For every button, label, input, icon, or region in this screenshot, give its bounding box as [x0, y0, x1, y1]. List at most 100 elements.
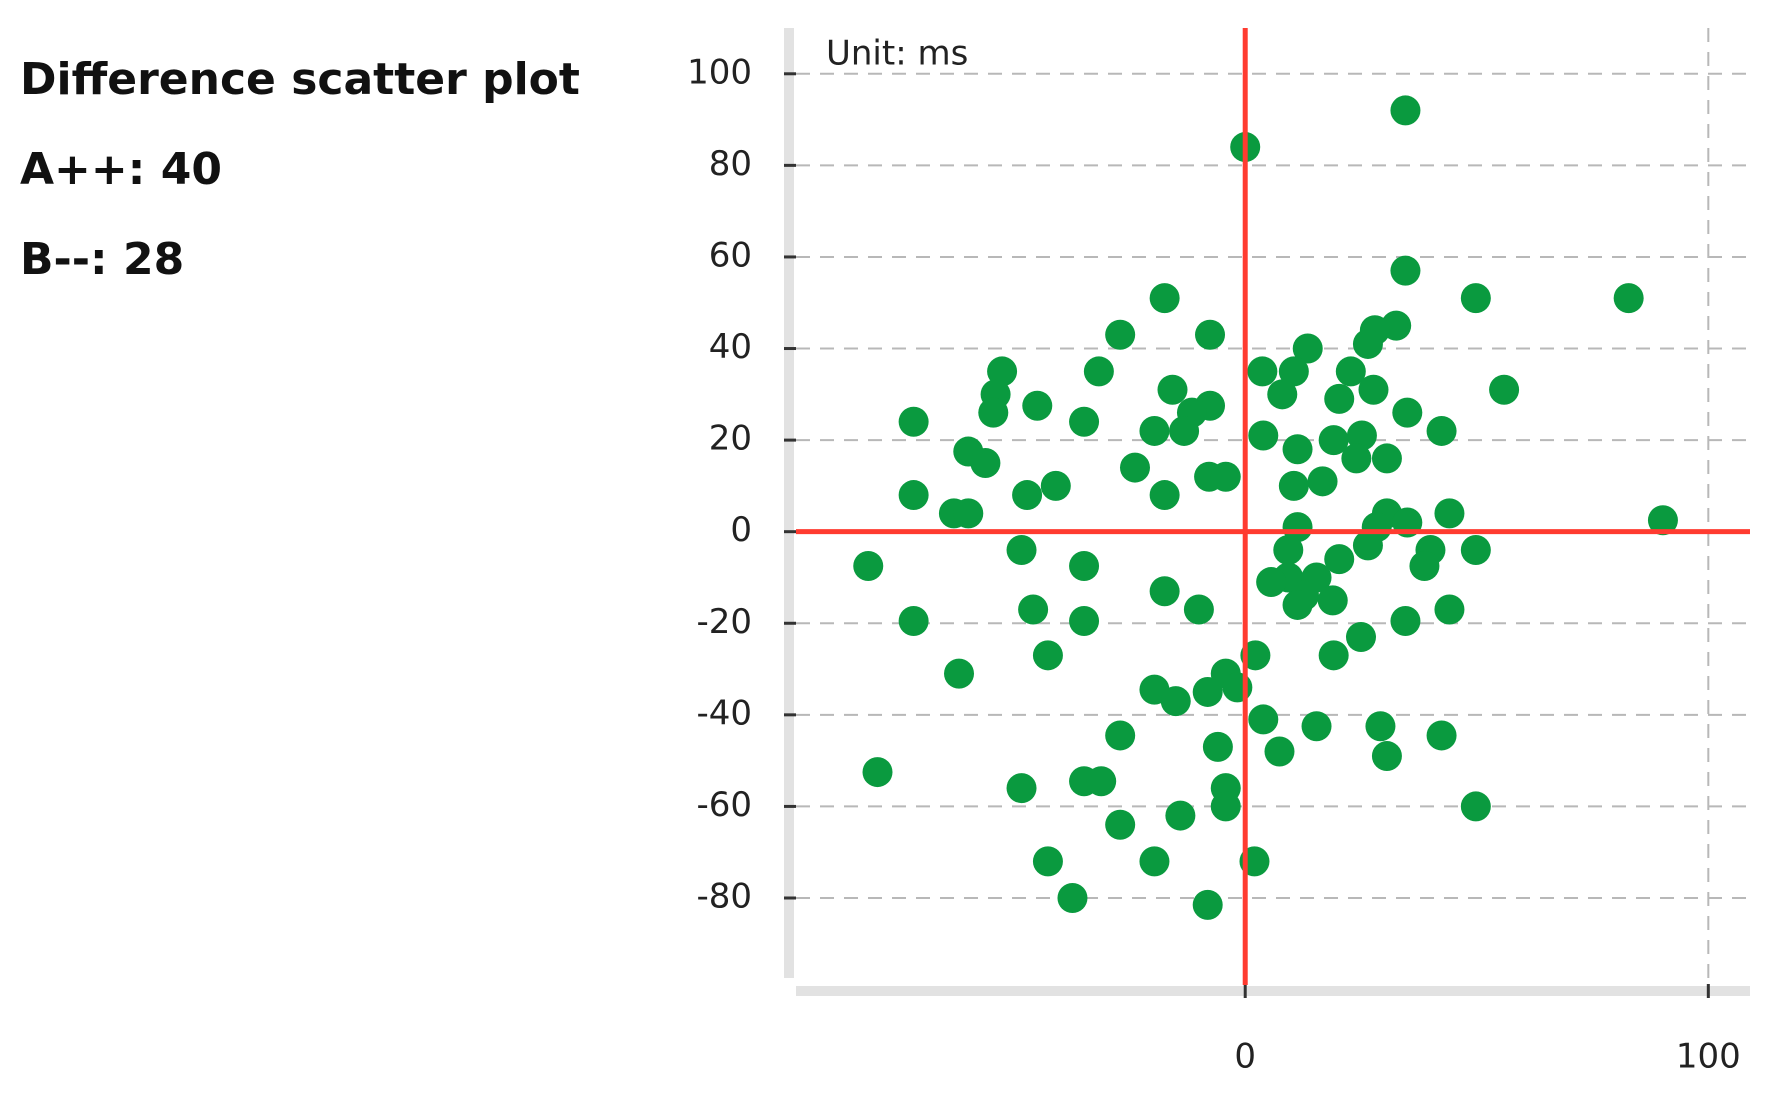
point	[1149, 480, 1180, 511]
point	[1195, 319, 1226, 350]
point	[1371, 443, 1402, 474]
point	[1119, 452, 1150, 483]
point	[1647, 505, 1678, 536]
point	[1392, 397, 1423, 428]
point	[1324, 544, 1355, 575]
point	[1247, 356, 1278, 387]
point	[1222, 672, 1253, 703]
point	[1278, 470, 1309, 501]
point	[1012, 480, 1043, 511]
point	[1489, 374, 1520, 405]
point	[1267, 379, 1298, 410]
point	[1032, 846, 1063, 877]
point	[1165, 800, 1196, 831]
point	[1282, 434, 1313, 465]
point	[1018, 594, 1049, 625]
y-tick-label: 80	[709, 144, 752, 184]
point	[1434, 498, 1465, 529]
point	[1057, 883, 1088, 913]
point	[1390, 95, 1421, 126]
point	[1169, 415, 1200, 446]
point	[1105, 720, 1136, 751]
point	[978, 397, 1009, 428]
point	[953, 498, 984, 529]
point	[1248, 704, 1279, 735]
point	[1139, 415, 1170, 446]
point	[1157, 374, 1188, 405]
point	[1390, 255, 1421, 286]
annotation: B--: 28	[20, 234, 184, 285]
point	[898, 480, 929, 511]
point	[1083, 356, 1114, 387]
point	[1240, 640, 1271, 671]
point	[1139, 846, 1170, 877]
point	[1006, 535, 1037, 565]
x-tick-label: 100	[1676, 1037, 1741, 1077]
point	[1318, 640, 1349, 671]
point	[1335, 356, 1366, 387]
point	[1307, 466, 1338, 497]
point	[987, 356, 1018, 387]
unit-label: Unit: ms	[826, 34, 968, 74]
point	[970, 448, 1001, 478]
point	[1390, 605, 1421, 636]
y-tick-label: 0	[730, 510, 752, 550]
point	[1149, 283, 1180, 314]
x-axis-bar	[796, 986, 1750, 996]
point	[1105, 809, 1136, 840]
y-tick-label: -80	[696, 877, 752, 917]
point	[1365, 711, 1396, 742]
point	[1183, 594, 1214, 625]
annotation: A++: 40	[20, 144, 222, 195]
y-tick-label: 40	[709, 327, 752, 367]
point	[1192, 676, 1223, 707]
point	[1264, 736, 1295, 767]
point	[1318, 425, 1349, 456]
point	[1358, 374, 1389, 405]
point	[1149, 576, 1180, 607]
annotation: Difference scatter plot	[20, 54, 580, 105]
point	[1345, 622, 1376, 652]
y-tick-label: -20	[696, 602, 752, 642]
point	[944, 658, 975, 689]
point	[1210, 461, 1241, 492]
y-tick-label: 60	[709, 235, 752, 275]
point	[898, 605, 929, 636]
y-tick-label: 100	[687, 52, 752, 92]
y-tick-label: -40	[696, 693, 752, 733]
point	[1022, 390, 1053, 421]
point	[1040, 470, 1071, 501]
point	[1160, 686, 1191, 717]
point	[898, 406, 929, 437]
point	[1086, 766, 1117, 797]
point	[1069, 406, 1100, 437]
point	[1371, 741, 1402, 772]
point	[1301, 711, 1332, 742]
point	[1278, 356, 1309, 387]
point	[1426, 720, 1457, 751]
x-tick-label: 0	[1234, 1037, 1256, 1077]
point	[1273, 535, 1304, 565]
point	[853, 551, 884, 582]
point	[1210, 791, 1241, 822]
point	[1032, 640, 1063, 671]
y-axis-bar	[784, 28, 794, 978]
point	[1460, 535, 1491, 565]
point	[1282, 512, 1313, 543]
point	[1202, 731, 1233, 762]
y-tick-label: -60	[696, 785, 752, 825]
point	[1317, 585, 1348, 616]
point	[1069, 551, 1100, 582]
point	[1192, 889, 1223, 920]
point	[862, 757, 893, 788]
point	[1248, 420, 1279, 451]
point	[1341, 443, 1372, 474]
point	[1409, 551, 1440, 582]
point	[1352, 530, 1383, 561]
point	[1346, 420, 1377, 451]
point	[1324, 383, 1355, 414]
point	[1292, 333, 1323, 364]
point	[1069, 605, 1100, 636]
